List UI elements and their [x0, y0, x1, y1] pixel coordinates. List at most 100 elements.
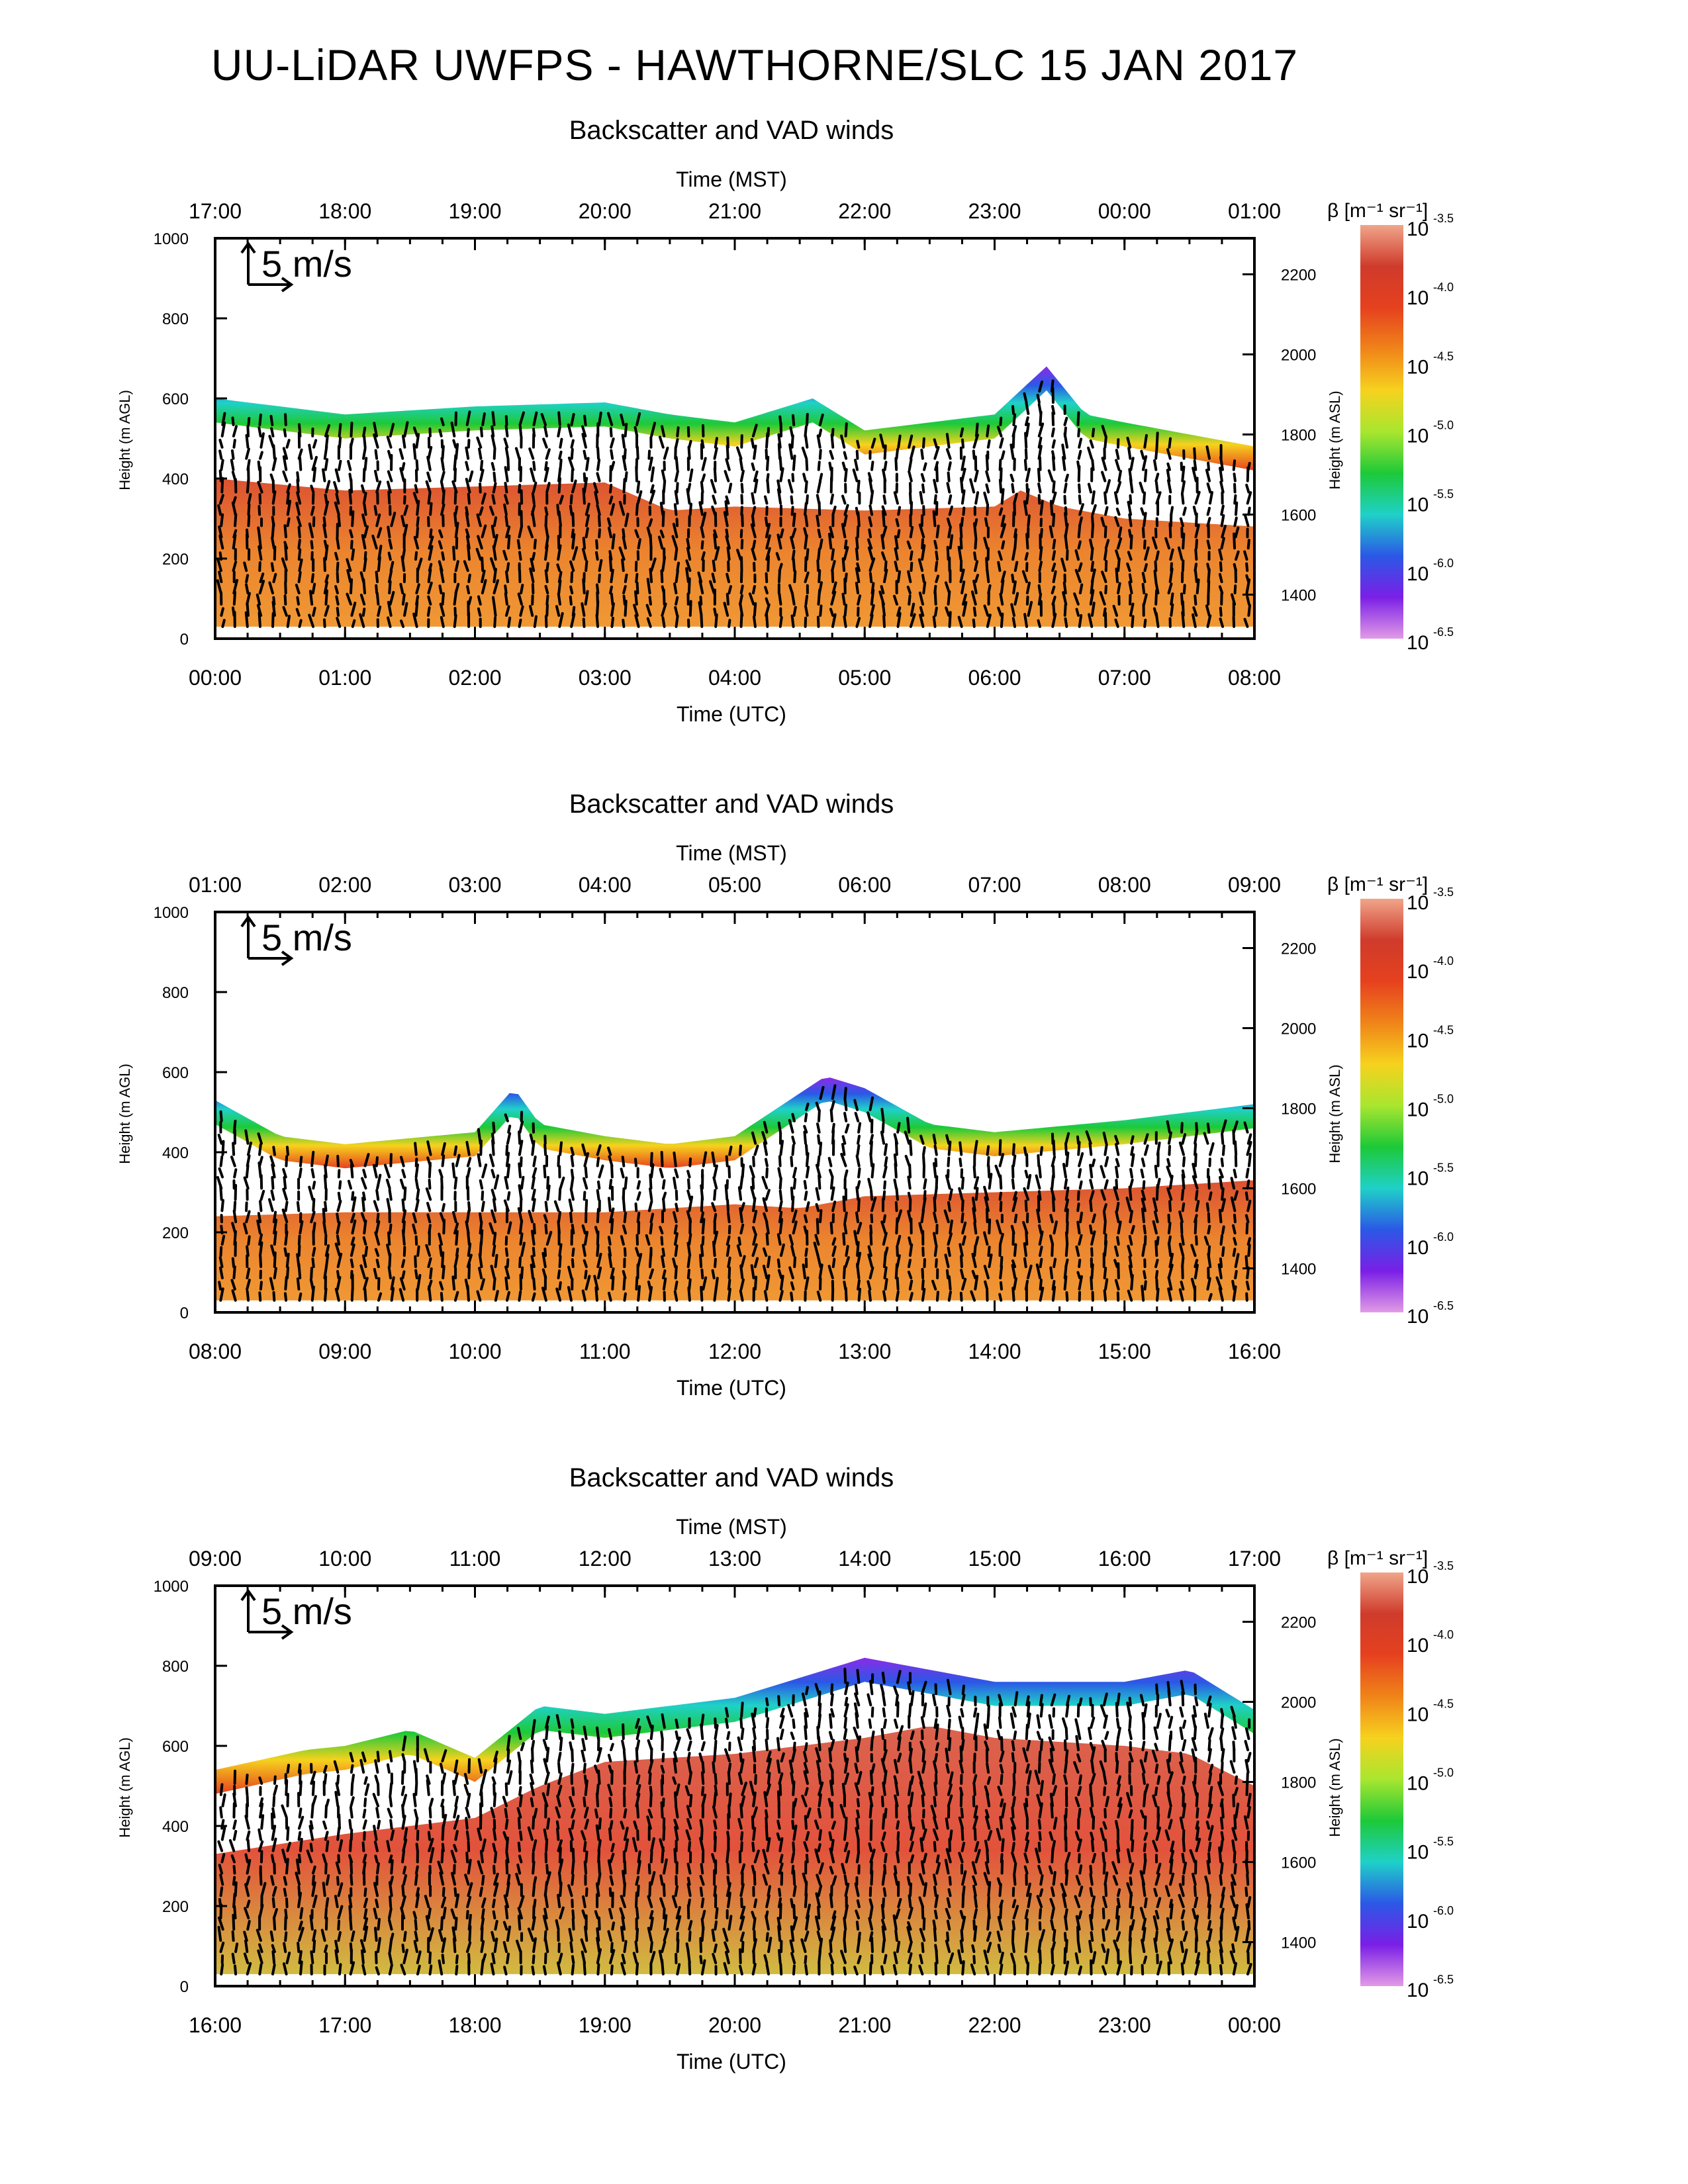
x-tick-label-bottom: 21:00	[838, 2013, 891, 2037]
wind-barb	[220, 1853, 226, 1864]
wind-barb	[661, 585, 666, 595]
wind-barb	[831, 1245, 837, 1257]
wind-barb	[465, 446, 470, 460]
wind-barb	[714, 1907, 719, 1920]
wind-barb	[803, 1225, 808, 1235]
wind-barb	[853, 1966, 859, 1976]
wind-barb	[1101, 457, 1107, 471]
wind-barb	[480, 1917, 485, 1931]
wind-barb	[910, 1775, 914, 1785]
wind-barb	[387, 551, 392, 561]
wind-barb	[1181, 1920, 1186, 1931]
wind-barb	[558, 1873, 562, 1886]
x-tick-label-top: 17:00	[189, 199, 242, 223]
wind-barb	[778, 1177, 782, 1190]
wind-barb	[1052, 570, 1057, 584]
wind-barb	[1052, 1929, 1056, 1942]
panel-title: Backscatter and VAD winds	[569, 1463, 894, 1492]
wind-barb	[1011, 617, 1017, 628]
wind-barb	[1050, 1187, 1056, 1201]
wind-barb	[270, 427, 275, 437]
wind-barb	[286, 483, 291, 494]
wind-barb	[792, 1841, 796, 1852]
wind-barb	[740, 1702, 744, 1718]
wind-barb	[1036, 1731, 1041, 1741]
wind-barb	[570, 1169, 575, 1179]
wind-barb	[973, 1908, 978, 1920]
wind-barb	[363, 525, 369, 539]
wind-barb	[763, 1954, 769, 1964]
wind-barb	[700, 1211, 704, 1224]
wind-barb	[1141, 572, 1147, 584]
wind-barb	[428, 1838, 434, 1852]
wind-barb	[961, 1235, 966, 1246]
x-tick-label-bottom: 10:00	[448, 1340, 501, 1363]
wind-barb	[352, 1196, 357, 1212]
wind-barb	[1168, 1899, 1173, 1909]
wind-barb	[918, 1222, 924, 1235]
wind-barb	[299, 1907, 304, 1920]
wind-barb	[416, 1188, 420, 1201]
wind-barb	[686, 1876, 691, 1886]
wind-barb	[843, 468, 848, 482]
wind-barb	[804, 502, 808, 516]
wind-barb	[493, 1751, 498, 1762]
wind-barb	[1089, 1199, 1093, 1212]
wind-barb	[492, 482, 497, 494]
wind-barb	[1065, 1208, 1069, 1224]
wind-barb	[661, 469, 667, 482]
wind-barb	[544, 523, 549, 539]
wind-barb	[1064, 1178, 1068, 1190]
wind-barb	[1078, 1807, 1082, 1819]
wind-barb	[996, 1877, 1002, 1886]
wind-barb	[818, 473, 823, 482]
wind-barb	[998, 1139, 1002, 1156]
wind-barb	[1076, 1271, 1082, 1279]
x-tick-label-top: 14:00	[838, 1547, 891, 1570]
wind-barb	[803, 1841, 809, 1852]
wind-barb	[1208, 1825, 1214, 1841]
wind-barb	[310, 1770, 316, 1785]
wind-barb	[517, 1907, 523, 1920]
wind-barb	[595, 583, 600, 595]
wind-barb	[388, 1907, 393, 1920]
wind-barb	[389, 1895, 393, 1909]
wind-barb	[479, 459, 484, 471]
wind-barb	[428, 1806, 432, 1819]
wind-barb	[930, 1805, 937, 1819]
wind-barb	[376, 1212, 380, 1224]
wind-barb	[701, 457, 707, 471]
wind-barb	[816, 1291, 822, 1302]
wind-barb	[801, 1692, 807, 1707]
wind-barb	[1090, 1895, 1096, 1909]
wind-barb	[935, 1723, 939, 1741]
wind-barb	[1011, 1796, 1016, 1807]
wind-barb	[894, 1865, 898, 1875]
wind-barb	[1104, 1731, 1109, 1741]
wind-barb	[517, 1207, 524, 1224]
wind-barb	[659, 1226, 664, 1235]
wind-barb	[1206, 1860, 1211, 1875]
wind-barb	[245, 1786, 249, 1796]
wind-barb	[1039, 1287, 1045, 1302]
wind-barb	[1156, 1862, 1162, 1875]
wind-barb	[1155, 1278, 1159, 1291]
wind-barb	[818, 413, 824, 426]
wind-barb	[932, 1828, 939, 1841]
wind-barb	[297, 1244, 301, 1257]
wind-barb	[947, 1718, 951, 1729]
wind-barb	[583, 1774, 588, 1785]
wind-barb	[882, 569, 888, 584]
wind-barb	[1246, 1872, 1250, 1886]
wind-barb	[749, 1780, 755, 1796]
wind-barb	[465, 1830, 470, 1841]
wind-barb	[296, 491, 302, 505]
wind-barb	[932, 1134, 937, 1145]
wind-barb	[1103, 525, 1107, 539]
wind-barb	[438, 1959, 444, 1976]
wind-barb	[648, 596, 652, 606]
wind-barb	[1233, 1787, 1239, 1796]
wind-barb	[649, 484, 655, 494]
wind-barb	[1011, 425, 1017, 437]
wind-barb	[1207, 1748, 1212, 1762]
